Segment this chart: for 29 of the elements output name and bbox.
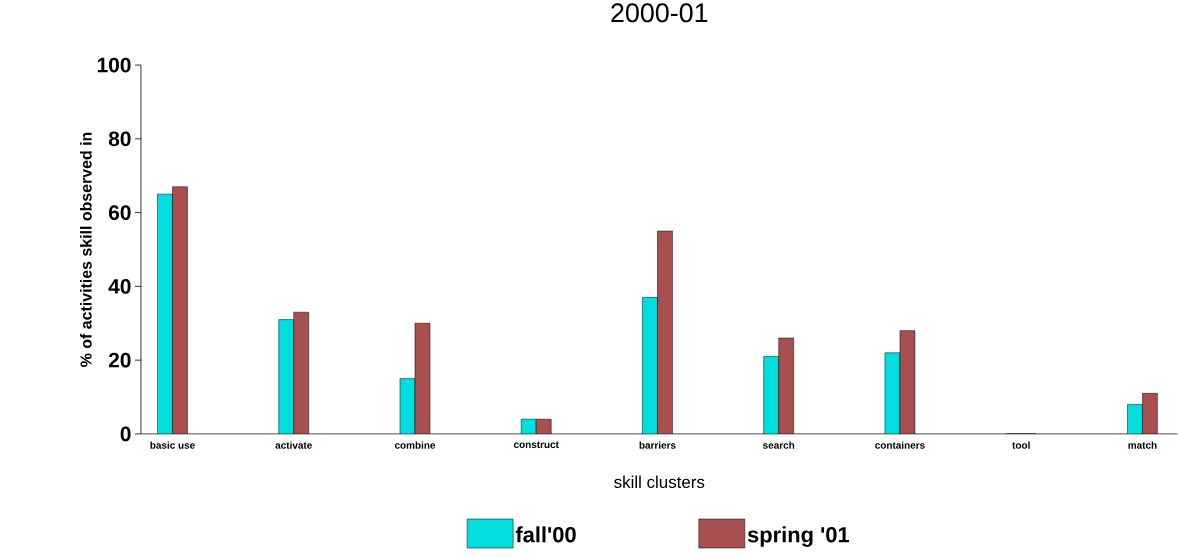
y-tick-label: 40	[108, 279, 131, 294]
x-tick-label: barriers	[639, 441, 676, 449]
bar	[1142, 393, 1158, 434]
bar	[657, 230, 673, 434]
y-tick-label: 20	[108, 352, 131, 368]
y-tick-label: 0	[120, 426, 131, 442]
x-tick-label: basic use	[150, 441, 195, 449]
chart-title: 2000-01	[611, 3, 708, 23]
x-tick-label: containers	[875, 441, 925, 449]
bar	[763, 356, 779, 434]
bar	[278, 319, 294, 434]
bar	[778, 337, 794, 434]
x-tick-label: construct	[513, 441, 559, 449]
x-tick-label: activate	[275, 441, 312, 449]
bar	[642, 297, 658, 434]
x-tick-label: match	[1128, 441, 1157, 449]
x-axis-title: skill clusters	[614, 475, 705, 489]
y-tick-label: 60	[108, 205, 131, 221]
bar	[293, 312, 309, 434]
bar	[172, 186, 188, 434]
legend-label: fall'00	[515, 526, 576, 543]
legend-label: spring '01	[747, 526, 850, 547]
y-tick-label: 100	[97, 57, 131, 73]
y-axis-title: % of activities skill observed in	[80, 132, 92, 367]
x-tick-label: combine	[394, 441, 436, 449]
y-tick-label: 80	[108, 131, 131, 147]
bar	[157, 193, 173, 434]
x-tick-label: tool	[1012, 441, 1030, 449]
x-tick-label: search	[763, 441, 795, 449]
